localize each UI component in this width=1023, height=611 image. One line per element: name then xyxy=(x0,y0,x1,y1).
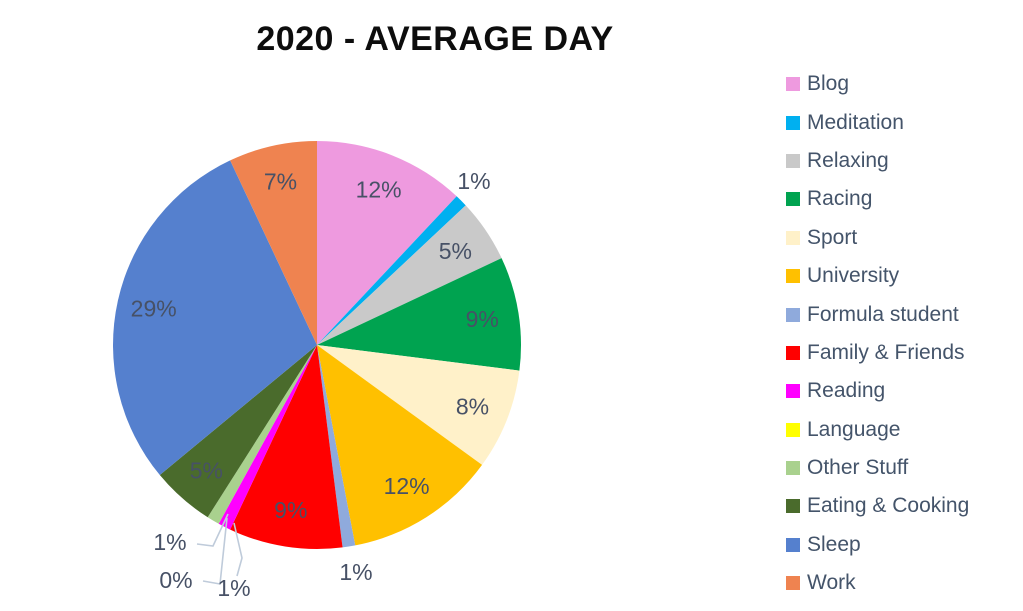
legend-swatch-racing xyxy=(786,192,800,207)
pie-slice-racing xyxy=(317,258,521,371)
legend-label: Other Stuff xyxy=(807,456,909,480)
legend-label: Language xyxy=(807,417,901,441)
legend-label: Sleep xyxy=(807,532,861,556)
legend-swatch-language xyxy=(786,422,800,437)
legend-item-eating-cooking: Eating & Cooking xyxy=(786,487,969,525)
legend-swatch-blog xyxy=(786,77,800,92)
pie-slice-university xyxy=(317,345,483,546)
pie-label-meditation: 1% xyxy=(457,168,490,194)
legend-label: University xyxy=(807,264,900,288)
pie-slice-other-stuff xyxy=(207,345,317,524)
legend-label: Family & Friends xyxy=(807,340,965,364)
pie-label-blog: 12% xyxy=(356,177,402,203)
pie-label-sport: 8% xyxy=(456,394,489,420)
legend-label: Racing xyxy=(807,187,873,211)
legend-item-relaxing: Relaxing xyxy=(786,142,969,180)
legend-swatch-relaxing xyxy=(786,153,800,168)
pie-slice-meditation xyxy=(317,196,466,345)
pie-label-family-friends: 9% xyxy=(274,497,307,523)
legend-label: Meditation xyxy=(807,110,904,134)
legend-swatch-sport xyxy=(786,230,800,245)
pie-slice-work xyxy=(230,141,317,345)
pie-label-racing: 9% xyxy=(466,306,499,332)
pie-label-reading: 1% xyxy=(217,575,250,601)
legend-item-racing: Racing xyxy=(786,180,969,218)
chart-title: 2020 - AVERAGE DAY xyxy=(256,20,614,58)
legend-label: Sport xyxy=(807,225,858,249)
pie-slice-blog xyxy=(317,141,457,345)
legend-swatch-university xyxy=(786,269,800,284)
pie-slice-family-friends xyxy=(230,345,343,549)
legend-item-sleep: Sleep xyxy=(786,526,969,564)
legend-swatch-formula-student xyxy=(786,307,800,322)
legend-item-formula-student: Formula student xyxy=(786,295,969,333)
legend-item-family-friends: Family & Friends xyxy=(786,334,969,372)
legend-label: Blog xyxy=(807,72,850,96)
pie-slice-reading xyxy=(218,345,317,530)
legend-label: Eating & Cooking xyxy=(807,494,970,518)
legend-swatch-sleep xyxy=(786,537,800,552)
pie-label-eating-cooking: 5% xyxy=(190,458,223,484)
pie-slice-formula-student xyxy=(317,345,356,548)
legend-swatch-work xyxy=(786,576,800,591)
legend-item-other-stuff: Other Stuff xyxy=(786,449,969,487)
legend-swatch-meditation xyxy=(786,115,800,130)
leader-line-language xyxy=(202,517,228,585)
legend-label: Relaxing xyxy=(807,148,889,172)
legend-swatch-reading xyxy=(786,384,800,399)
pie-label-formula-student: 1% xyxy=(339,559,372,585)
pie-slice-relaxing xyxy=(317,205,502,345)
legend-label: Formula student xyxy=(807,302,959,326)
pie-label-relaxing: 5% xyxy=(439,238,472,264)
legend-item-university: University xyxy=(786,257,969,295)
legend-swatch-family-friends xyxy=(786,345,800,360)
legend-item-meditation: Meditation xyxy=(786,103,969,141)
pie-slice-sleep xyxy=(113,160,317,476)
legend: Blog Meditation Relaxing Racing Sport Univers… xyxy=(786,65,969,602)
leader-line-other-stuff xyxy=(196,513,229,547)
pie-slice-eating-cooking xyxy=(159,345,317,518)
legend-item-work: Work xyxy=(786,564,969,602)
legend-swatch-eating-cooking xyxy=(786,499,800,514)
pie-label-sleep: 29% xyxy=(131,296,177,322)
legend-item-sport: Sport xyxy=(786,219,969,257)
legend-label: Work xyxy=(807,571,856,595)
pie-label-work: 7% xyxy=(264,169,297,195)
pie-label-language: 0% xyxy=(159,567,192,593)
legend-item-language: Language xyxy=(786,411,969,449)
legend-label: Reading xyxy=(807,379,886,403)
pie-slice-sport xyxy=(317,345,520,465)
legend-item-reading: Reading xyxy=(786,372,969,410)
legend-swatch-other-stuff xyxy=(786,461,800,476)
pie-label-other-stuff: 1% xyxy=(153,529,186,555)
pie-label-university: 12% xyxy=(384,473,430,499)
leader-line-reading xyxy=(233,522,243,577)
legend-item-blog: Blog xyxy=(786,65,969,103)
